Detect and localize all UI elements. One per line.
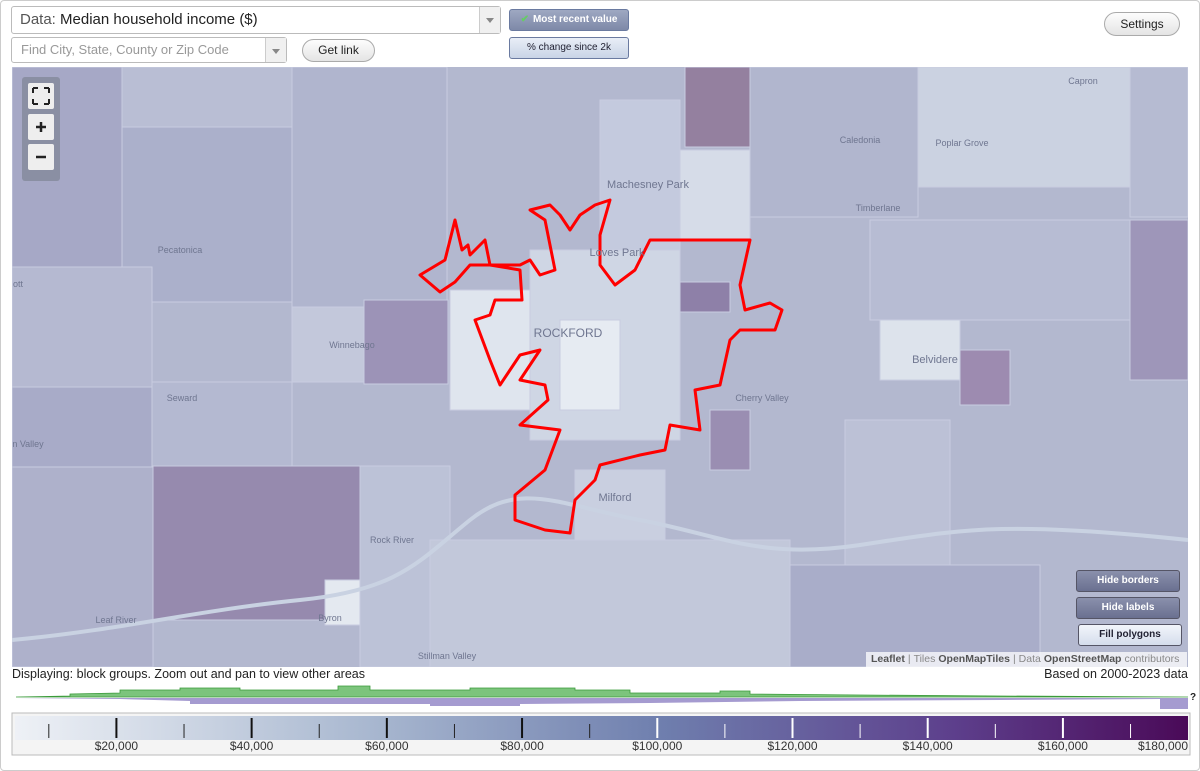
place-label: Pecatonica: [158, 245, 203, 255]
region: [449, 289, 531, 411]
toggle-recent[interactable]: ✔ Most recent value: [509, 9, 629, 31]
map[interactable]: Capron Caledonia Poplar Grove Machesney …: [12, 67, 1188, 667]
place-label: Seward: [167, 393, 198, 403]
place-label: Cherry Valley: [735, 393, 789, 403]
zoom-in-icon: [36, 122, 46, 132]
search-placeholder: Find City, State, County or Zip Code: [21, 42, 229, 57]
place-label: Belvidere: [912, 354, 958, 366]
fullscreen-icon: [32, 87, 50, 105]
region: [679, 149, 751, 241]
legend-tick-label: $60,000: [365, 739, 409, 753]
place-label: Leaf River: [95, 615, 136, 625]
hide-borders-button[interactable]: Hide borders: [1076, 570, 1180, 592]
attribution-part: |: [1012, 653, 1016, 665]
histogram-down: [16, 698, 1188, 709]
fill-polygons-button[interactable]: Fill polygons: [1078, 624, 1182, 646]
region: [559, 319, 621, 411]
settings-button[interactable]: Settings: [1104, 12, 1180, 36]
zoom-control: [22, 77, 60, 181]
place-label: Rock River: [370, 535, 414, 545]
region: [121, 67, 293, 128]
legend-tick-label: $140,000: [903, 739, 953, 753]
attribution-part: Tiles: [913, 653, 936, 665]
region: [709, 409, 751, 471]
region: [869, 219, 1131, 321]
region: [749, 67, 919, 218]
legend-tick-label: $40,000: [230, 739, 274, 753]
region: [363, 299, 449, 385]
legend-tick-label: $160,000: [1038, 739, 1088, 753]
legend-tick-label: $100,000: [632, 739, 682, 753]
region: [151, 381, 293, 467]
place-label: Caledonia: [840, 135, 881, 145]
place-label: Capron: [1068, 76, 1098, 86]
attribution-part[interactable]: OpenMapTiles: [938, 653, 1010, 665]
region: [789, 564, 1041, 667]
region: [12, 466, 154, 667]
attribution-part[interactable]: OpenStreetMap: [1043, 653, 1122, 665]
attribution-part: contributors: [1124, 653, 1180, 665]
region: [429, 539, 791, 667]
river: [12, 496, 1188, 642]
check-icon: ✔: [520, 14, 529, 25]
place-label: Machesney Park: [607, 179, 689, 191]
histogram-up: [15, 685, 1189, 698]
region: [291, 67, 448, 308]
region: [291, 306, 365, 383]
attribution-part: Data: [1018, 653, 1041, 665]
place-label: Loves Park: [589, 247, 645, 259]
legend-ticks: $20,000 $40,000 $60,000 $80,000 $100,000 $120…: [48, 718, 1188, 753]
legend-tick-label: $80,000: [500, 739, 544, 753]
attribution-part: |: [907, 653, 911, 665]
data-range-note: Based on 2000-2023 data: [1044, 667, 1188, 681]
region: [917, 67, 1131, 188]
toggle-change[interactable]: % change since 2k: [509, 37, 629, 59]
toggle-label: Most recent value: [532, 14, 618, 25]
region: [599, 99, 681, 251]
region: [324, 579, 361, 626]
map-labels: Capron Caledonia Poplar Grove Machesney …: [12, 76, 1097, 661]
region: [1129, 219, 1188, 381]
place-label: Winnebago: [329, 340, 375, 350]
displaying-note: Displaying: block groups. Zoom out and p…: [12, 667, 365, 681]
search-box[interactable]: Find City, State, County or Zip Code: [11, 37, 287, 63]
region: [684, 67, 751, 148]
place-label: ott: [13, 279, 24, 289]
region: [959, 349, 1011, 406]
region: [574, 469, 666, 541]
legend-tick-label: $120,000: [767, 739, 817, 753]
regions: [12, 67, 1188, 667]
place-label: Milford: [598, 492, 631, 504]
hide-labels-button[interactable]: Hide labels: [1076, 597, 1180, 619]
data-label: Data:: [20, 11, 56, 28]
fullscreen-button[interactable]: [28, 83, 54, 109]
place-label: Timberlane: [856, 203, 901, 213]
data-value: Median household income ($): [60, 11, 258, 28]
dropdown-arrow[interactable]: [265, 38, 286, 62]
legend: ? $20,000 $40,000 $60,000 $80,000 $100,000 $1…: [11, 685, 1196, 756]
place-label: ROCKFORD: [534, 326, 603, 340]
attribution-part[interactable]: Leaflet: [871, 653, 905, 665]
place-label: Byron: [318, 613, 342, 623]
region: [12, 386, 153, 468]
place-label: Poplar Grove: [935, 138, 988, 148]
attribution: Leaflet | Tiles OpenMapTiles | Data OpenStreet…: [866, 652, 1188, 667]
get-link-button[interactable]: Get link: [302, 39, 375, 62]
data-select[interactable]: Data: Median household income ($): [11, 6, 501, 34]
legend-tick-label: $20,000: [95, 739, 139, 753]
legend-tick-label: $180,000: [1138, 739, 1188, 753]
color-scale: [15, 716, 1188, 740]
help-mark[interactable]: ?: [1190, 692, 1196, 703]
region: [1129, 67, 1188, 218]
region: [879, 319, 961, 381]
region: [12, 266, 153, 388]
place-label: Stillman Valley: [418, 651, 477, 661]
city-boundary[interactable]: [418, 198, 784, 535]
dropdown-arrow[interactable]: [479, 7, 500, 33]
place-label: n Valley: [12, 439, 44, 449]
